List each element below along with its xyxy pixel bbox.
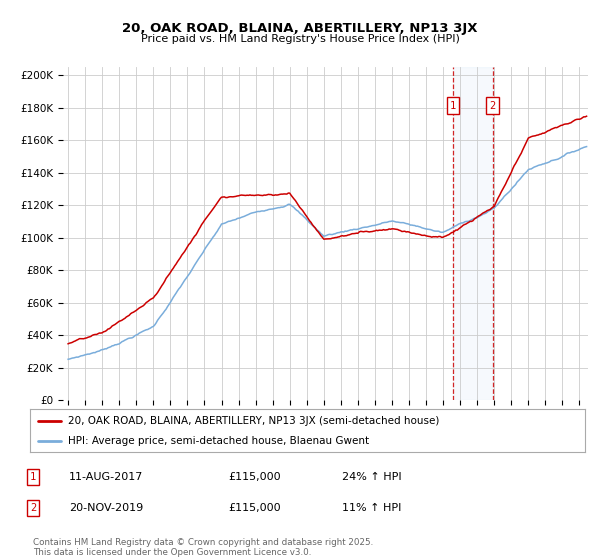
Text: 2: 2 — [490, 100, 496, 110]
Text: Contains HM Land Registry data © Crown copyright and database right 2025.
This d: Contains HM Land Registry data © Crown c… — [33, 538, 373, 557]
Text: HPI: Average price, semi-detached house, Blaenau Gwent: HPI: Average price, semi-detached house,… — [68, 436, 369, 446]
Text: £115,000: £115,000 — [228, 472, 281, 482]
Text: 20, OAK ROAD, BLAINA, ABERTILLERY, NP13 3JX (semi-detached house): 20, OAK ROAD, BLAINA, ABERTILLERY, NP13 … — [68, 416, 439, 426]
Bar — [453, 67, 493, 400]
Text: 20, OAK ROAD, BLAINA, ABERTILLERY, NP13 3JX: 20, OAK ROAD, BLAINA, ABERTILLERY, NP13 … — [122, 22, 478, 35]
Text: 1: 1 — [450, 100, 456, 110]
Text: 11-AUG-2017: 11-AUG-2017 — [69, 472, 143, 482]
Text: 11% ↑ HPI: 11% ↑ HPI — [342, 503, 401, 513]
Text: 24% ↑ HPI: 24% ↑ HPI — [342, 472, 401, 482]
Text: 2: 2 — [30, 503, 36, 513]
Text: 1: 1 — [30, 472, 36, 482]
Text: Price paid vs. HM Land Registry's House Price Index (HPI): Price paid vs. HM Land Registry's House … — [140, 34, 460, 44]
Text: 20-NOV-2019: 20-NOV-2019 — [69, 503, 143, 513]
Text: £115,000: £115,000 — [228, 503, 281, 513]
